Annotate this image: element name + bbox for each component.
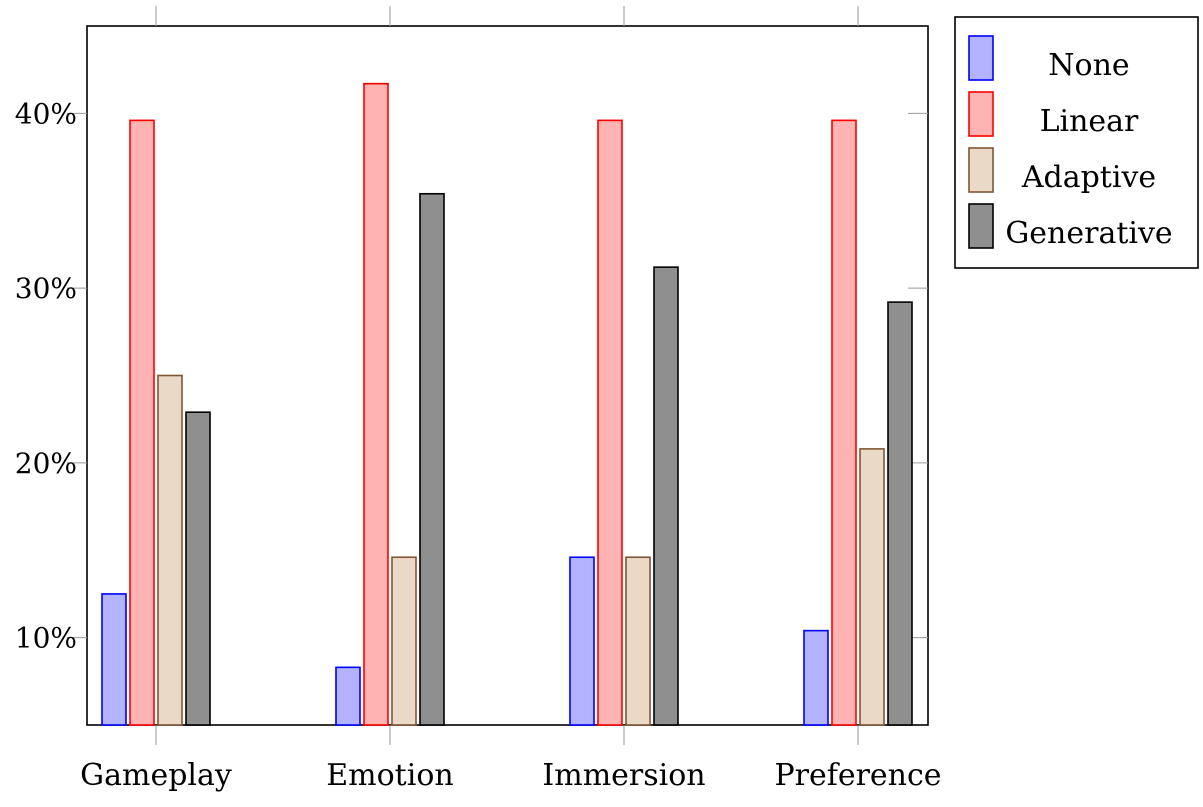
bar-none-gameplay (101, 593, 127, 726)
bar-linear-immersion (597, 119, 623, 726)
bar-linear-emotion (363, 82, 389, 726)
legend-label-generative: Generative (1005, 216, 1172, 251)
legend-label-none: None (1048, 48, 1129, 83)
x-tick-label: Immersion (542, 758, 705, 793)
bar-none-emotion (335, 666, 361, 726)
legend-swatch-linear (968, 91, 994, 137)
plot-frame (86, 25, 929, 726)
bar-generative-preference (887, 301, 913, 726)
legend-box (954, 16, 1199, 269)
x-tick-label: Emotion (326, 758, 453, 793)
legend-swatch-generative (968, 203, 994, 249)
y-tick-label: 40% (15, 97, 77, 130)
legend-label-adaptive: Adaptive (1021, 160, 1156, 195)
bar-generative-emotion (419, 192, 445, 726)
x-tick-label: Preference (774, 758, 941, 793)
y-tick-label: 10% (15, 622, 77, 655)
bar-none-preference (803, 629, 829, 726)
y-tick-label: 30% (15, 272, 77, 305)
bar-adaptive-immersion (625, 556, 651, 726)
legend-swatch-adaptive (968, 147, 994, 193)
legend-label-linear: Linear (1040, 104, 1139, 139)
bar-adaptive-gameplay (157, 374, 183, 726)
y-tick-label: 20% (15, 447, 77, 480)
bar-adaptive-emotion (391, 556, 417, 726)
bar-linear-gameplay (129, 119, 155, 726)
bar-generative-gameplay (185, 411, 211, 726)
bar-none-immersion (569, 556, 595, 726)
bar-linear-preference (831, 119, 857, 726)
bar-generative-immersion (653, 266, 679, 726)
legend-swatch-none (968, 35, 994, 81)
x-tick-label: Gameplay (80, 758, 232, 793)
bar-adaptive-preference (859, 448, 885, 726)
